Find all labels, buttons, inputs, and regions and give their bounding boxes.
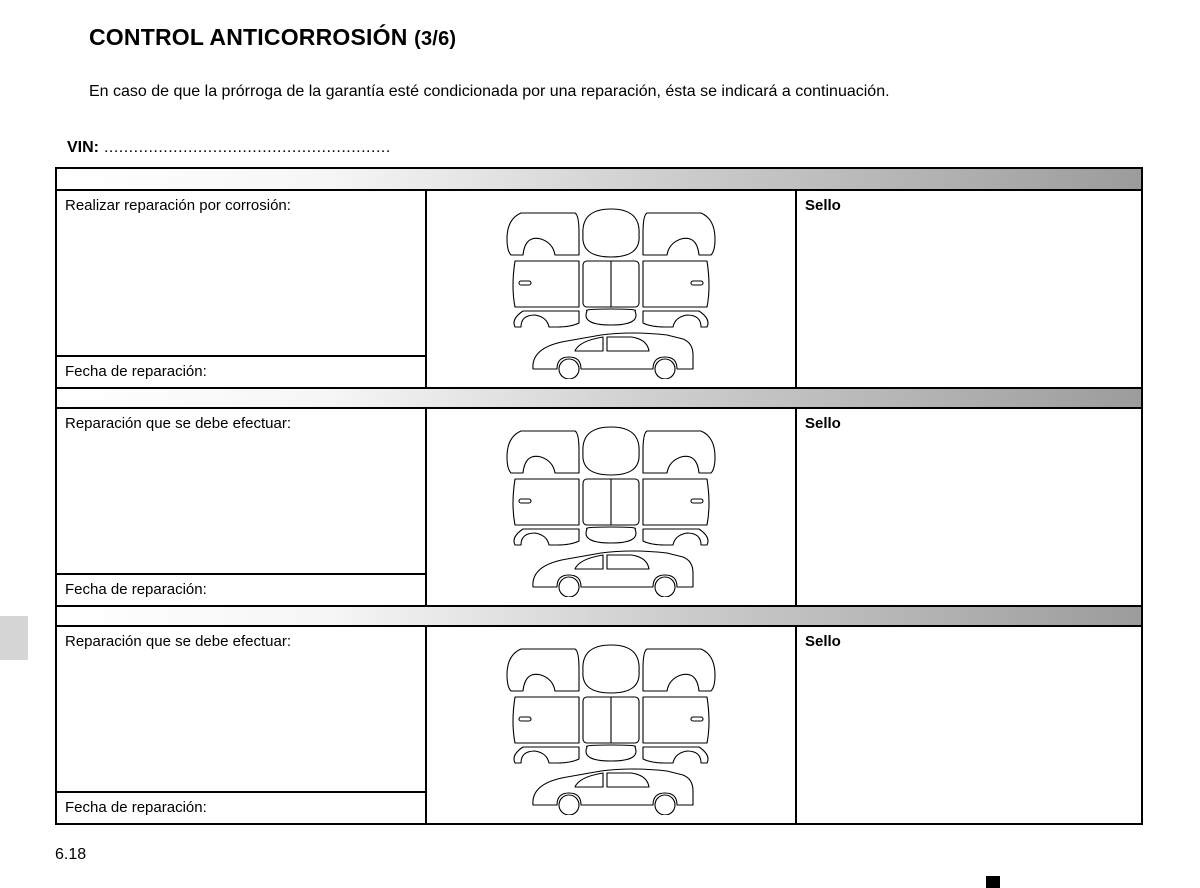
vin-line: VIN: ...................................… — [67, 139, 1143, 157]
stamp-label: Sello — [797, 409, 1145, 605]
crop-mark-icon — [986, 876, 1000, 888]
page-subtitle: En caso de que la prórroga de la garantí… — [89, 83, 1143, 101]
title-part: (3/6) — [414, 28, 456, 50]
car-diagram-cell — [427, 627, 797, 823]
gradient-separator — [57, 387, 1141, 409]
car-unfolded-icon — [471, 417, 751, 597]
repair-label: Reparación que se debe efectuar: — [57, 409, 425, 573]
vin-label: VIN: — [67, 139, 99, 156]
car-unfolded-icon — [471, 635, 751, 815]
car-unfolded-icon — [471, 199, 751, 379]
stamp-label: Sello — [797, 627, 1145, 823]
repair-date-label: Fecha de reparación: — [57, 791, 425, 823]
table-row: Reparación que se debe efectuar: Fecha d… — [57, 627, 1141, 823]
page-number: 6.18 — [55, 846, 86, 864]
title-main: CONTROL ANTICORROSIÓN — [89, 24, 408, 50]
table-row: Realizar reparación por corrosión: Fecha… — [57, 191, 1141, 387]
repair-cell: Reparación que se debe efectuar: Fecha d… — [57, 627, 427, 823]
repair-label: Realizar reparación por corrosión: — [57, 191, 425, 355]
vin-dotted-line: ........................................… — [99, 139, 391, 156]
page-title: CONTROL ANTICORROSIÓN (3/6) — [89, 24, 1143, 51]
gradient-separator — [57, 605, 1141, 627]
document-page: CONTROL ANTICORROSIÓN (3/6) En caso de q… — [55, 24, 1143, 825]
table-row: Reparación que se debe efectuar: Fecha d… — [57, 409, 1141, 605]
repair-cell: Reparación que se debe efectuar: Fecha d… — [57, 409, 427, 605]
repair-date-label: Fecha de reparación: — [57, 573, 425, 605]
car-diagram-cell — [427, 409, 797, 605]
anticorrosion-table: Realizar reparación por corrosión: Fecha… — [55, 167, 1143, 825]
repair-date-label: Fecha de reparación: — [57, 355, 425, 387]
gradient-separator — [57, 169, 1141, 191]
repair-cell: Realizar reparación por corrosión: Fecha… — [57, 191, 427, 387]
page-tab-thumb — [0, 616, 28, 660]
stamp-label: Sello — [797, 191, 1145, 387]
car-diagram-cell — [427, 191, 797, 387]
repair-label: Reparación que se debe efectuar: — [57, 627, 425, 791]
